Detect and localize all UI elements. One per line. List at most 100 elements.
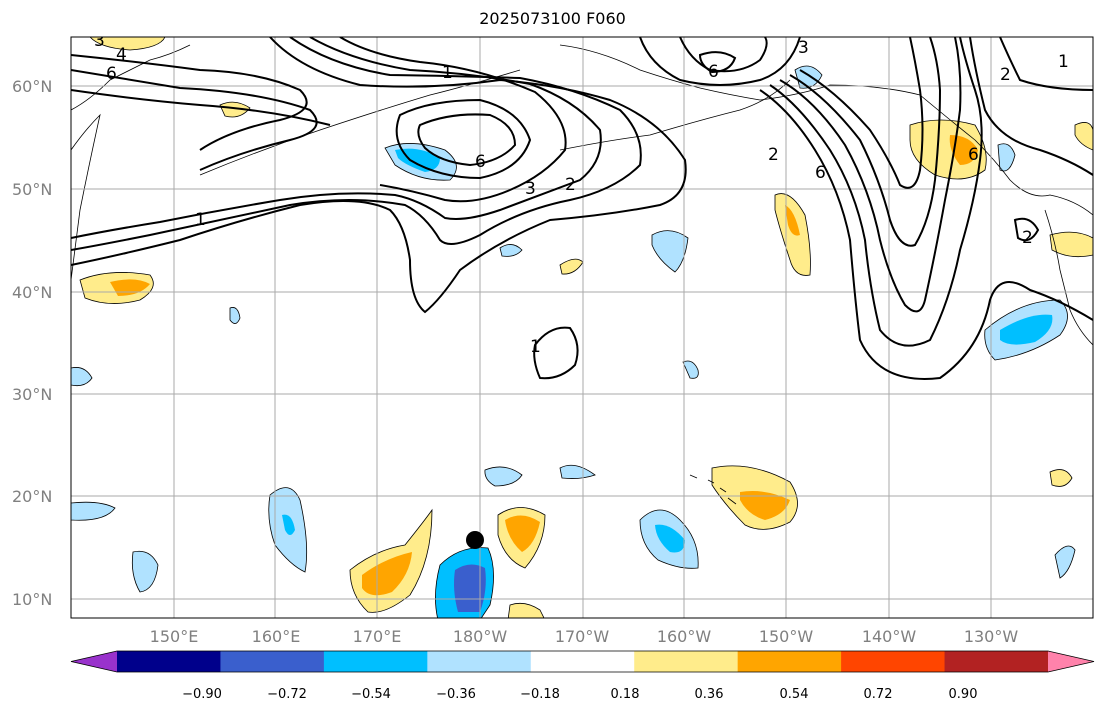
negative-anomaly-yukon — [997, 143, 1016, 172]
graticule — [71, 37, 1093, 618]
map-frame — [70, 36, 1094, 619]
colorbar-outline — [70, 650, 1095, 673]
contour-label: 3 — [525, 179, 536, 199]
negative-anomaly-south-2 — [559, 464, 596, 479]
colorbar-tick-label: −0.54 — [351, 687, 391, 702]
contour-label: 6 — [708, 62, 719, 82]
contour-label: 1 — [442, 63, 453, 83]
contour-east-trough-1 — [759, 89, 1093, 380]
positive-anomaly-hawaii-core — [740, 491, 790, 520]
positive-anomaly-coast-nw-core — [785, 205, 800, 236]
lon-label: 160°E — [252, 627, 301, 646]
contour-top-right-2 — [999, 37, 1093, 91]
negative-anomaly-south-4 — [131, 550, 159, 593]
colorbar-tick-label: 0.54 — [780, 687, 809, 702]
contour-label: 6 — [475, 152, 486, 172]
contour-gulf-low-6 — [395, 98, 532, 180]
contour-label: 4 — [116, 45, 127, 65]
colorbar-segment — [841, 651, 946, 672]
contour-west-3 — [71, 89, 331, 126]
positive-anomaly-east-edge-1 — [1074, 122, 1093, 151]
contour-label: 6 — [106, 64, 117, 84]
contour-top-mid-2 — [639, 37, 801, 86]
coastline-hawaii — [689, 474, 737, 505]
positive-anomaly-south-edge — [507, 602, 545, 618]
colorbar-tick-label: −0.90 — [182, 687, 222, 702]
negative-anomaly-south-1 — [484, 466, 523, 487]
contour-lines — [71, 37, 1093, 380]
negative-anomaly-small-3 — [682, 360, 699, 379]
contour-east-trough-4 — [789, 37, 942, 247]
colorbar-tick-label: 0.90 — [949, 687, 978, 702]
positive-anomaly-east-small — [1049, 469, 1073, 487]
colorbar-tick-label: 0.72 — [864, 687, 893, 702]
contour-label: 6 — [968, 145, 979, 165]
colorbar-segment — [220, 651, 325, 672]
contour-east-trough-3 — [779, 37, 962, 313]
lat-label: 10°N — [12, 590, 52, 609]
shaded-anomalies — [71, 37, 1093, 618]
negative-anomaly-small-4 — [229, 307, 241, 324]
colorbar-extend-high — [1048, 651, 1094, 672]
colorbar-extend-low — [71, 651, 117, 672]
contour-west-2 — [71, 69, 318, 171]
positive-anomaly-top-left — [89, 37, 166, 51]
lon-label: 150°W — [759, 627, 814, 646]
lon-label: 130°W — [964, 627, 1019, 646]
contour-label: 2 — [565, 175, 576, 195]
positive-anomaly-alaska-core — [949, 135, 978, 165]
negative-anomaly-south-5-core — [655, 524, 685, 553]
lon-label: 170°E — [353, 627, 402, 646]
colorbar-segment — [634, 651, 739, 672]
colorbar-tick-label: 0.36 — [695, 687, 724, 702]
contour-east-trough-5 — [799, 37, 924, 189]
contour-top-mid-low — [679, 37, 768, 73]
contour-label: 1 — [1058, 52, 1069, 72]
colorbar-labels: −0.90 −0.72 −0.54 −0.36 −0.18 0.18 0.36 … — [182, 687, 977, 702]
colorbar — [70, 650, 1095, 673]
colorbar-segment — [944, 651, 1049, 672]
colorbar-tick-label: −0.18 — [520, 687, 560, 702]
contour-label: 1 — [195, 210, 206, 230]
positive-anomaly-south-west-core — [362, 552, 412, 596]
colorbar-tick-label: 0.18 — [611, 687, 640, 702]
positive-anomaly-south-mid-core — [505, 515, 540, 552]
lon-label: 170°W — [555, 627, 610, 646]
contour-labels: 3 4 6 1 6 3 6 6 3 2 1 2 6 1 2 2 1 — [94, 31, 1069, 357]
negative-anomaly-california-core — [1000, 314, 1053, 345]
coastline-bc — [1044, 209, 1093, 346]
coastline-kamchatka — [71, 44, 191, 281]
contour-label: 3 — [798, 38, 809, 58]
coastline-alaska — [559, 44, 1093, 216]
contour-label: 6 — [815, 163, 826, 183]
positive-anomaly-aleutian — [219, 101, 251, 118]
colorbar-segment — [737, 651, 842, 672]
colorbar-segment — [117, 651, 221, 672]
contour-top-mid-low-inner — [698, 51, 737, 74]
contour-label: 2 — [768, 145, 779, 165]
contour-label: 2 — [1022, 228, 1033, 248]
contour-gulf-outer — [71, 37, 687, 314]
contour-label: 2 — [1000, 65, 1011, 85]
figure-title: 2025073100 F060 — [479, 9, 626, 28]
contour-gulf-3 — [71, 37, 602, 239]
positive-anomaly-coast-nw — [774, 193, 811, 276]
contour-west-1 — [71, 54, 308, 151]
negative-anomaly-south-3-core — [282, 514, 295, 535]
contour-label: 1 — [530, 337, 541, 357]
contour-gulf-4 — [339, 37, 567, 203]
colorbar-tick-label: −0.72 — [267, 687, 307, 702]
negative-anomaly-small-1 — [499, 244, 523, 257]
contour-label: 3 — [94, 31, 105, 51]
colorbar-segment — [427, 651, 532, 672]
positive-anomaly-east-edge-2 — [1049, 231, 1093, 258]
negative-anomaly-west-20n — [71, 501, 116, 521]
lon-label: 160°W — [657, 627, 712, 646]
negative-anomaly-typhoon-core — [454, 564, 486, 612]
lat-label: 20°N — [12, 487, 52, 506]
lon-label: 150°E — [150, 627, 199, 646]
lon-label: 180°W — [453, 627, 508, 646]
contour-small-low — [533, 326, 579, 380]
negative-anomaly-small-2 — [651, 230, 689, 273]
